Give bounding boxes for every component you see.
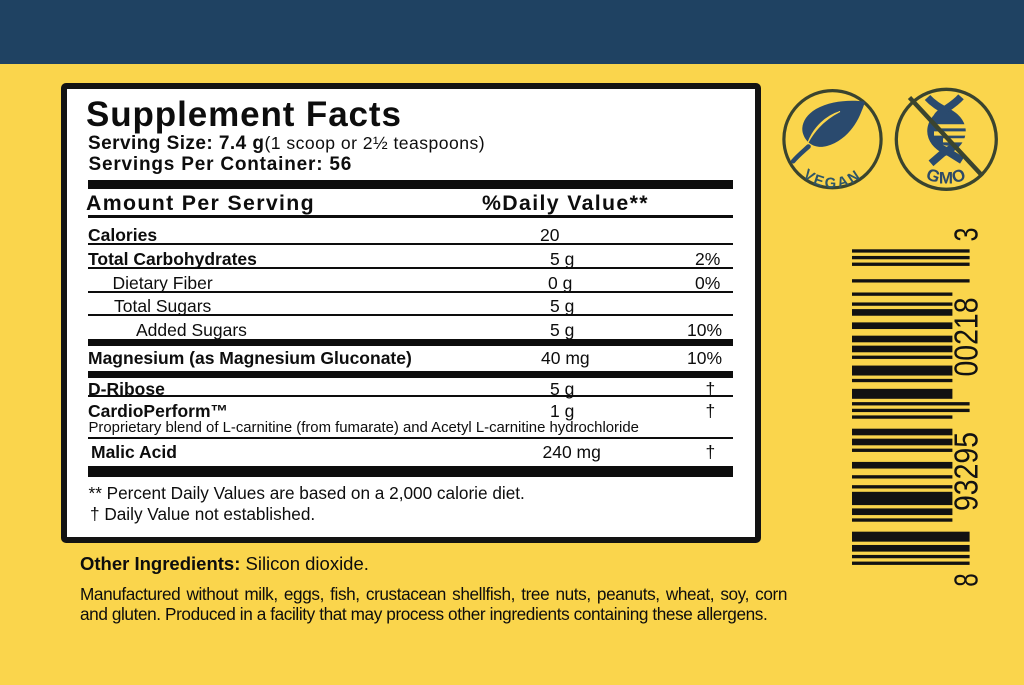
- svg-text:GMO: GMO: [924, 165, 970, 188]
- svg-text:93295: 93295: [949, 432, 986, 511]
- svg-text:3: 3: [949, 228, 986, 242]
- svg-text:8: 8: [949, 573, 986, 587]
- svg-text:VEGAN: VEGAN: [800, 167, 865, 192]
- svg-text:00218: 00218: [949, 298, 986, 377]
